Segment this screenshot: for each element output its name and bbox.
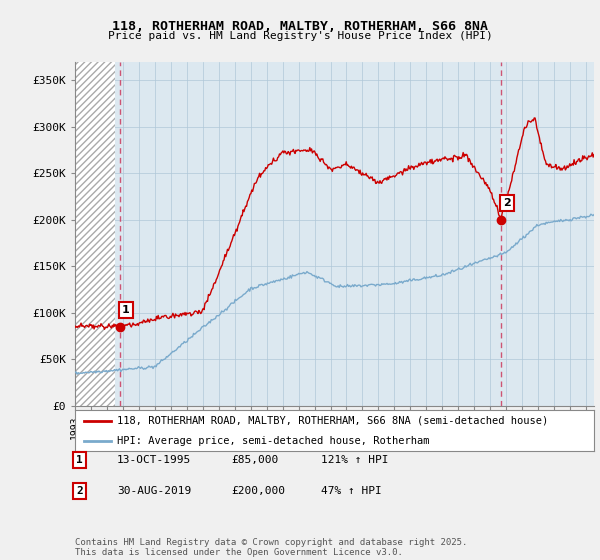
Text: HPI: Average price, semi-detached house, Rotherham: HPI: Average price, semi-detached house,… (116, 436, 429, 446)
Text: £85,000: £85,000 (231, 455, 278, 465)
Text: 118, ROTHERHAM ROAD, MALTBY, ROTHERHAM, S66 8NA: 118, ROTHERHAM ROAD, MALTBY, ROTHERHAM, … (112, 20, 488, 32)
Text: 2: 2 (76, 486, 83, 496)
Bar (75, 62, 115, 406)
Text: Price paid vs. HM Land Registry's House Price Index (HPI): Price paid vs. HM Land Registry's House … (107, 31, 493, 41)
Text: 13-OCT-1995: 13-OCT-1995 (117, 455, 191, 465)
Text: £200,000: £200,000 (231, 486, 285, 496)
Text: 30-AUG-2019: 30-AUG-2019 (117, 486, 191, 496)
Text: 118, ROTHERHAM ROAD, MALTBY, ROTHERHAM, S66 8NA (semi-detached house): 118, ROTHERHAM ROAD, MALTBY, ROTHERHAM, … (116, 416, 548, 426)
Text: 2: 2 (503, 198, 511, 208)
Text: Contains HM Land Registry data © Crown copyright and database right 2025.
This d: Contains HM Land Registry data © Crown c… (75, 538, 467, 557)
Text: 1: 1 (122, 305, 130, 315)
Text: 1: 1 (76, 455, 83, 465)
Text: 121% ↑ HPI: 121% ↑ HPI (321, 455, 389, 465)
Bar (75, 62, 115, 406)
Text: 47% ↑ HPI: 47% ↑ HPI (321, 486, 382, 496)
